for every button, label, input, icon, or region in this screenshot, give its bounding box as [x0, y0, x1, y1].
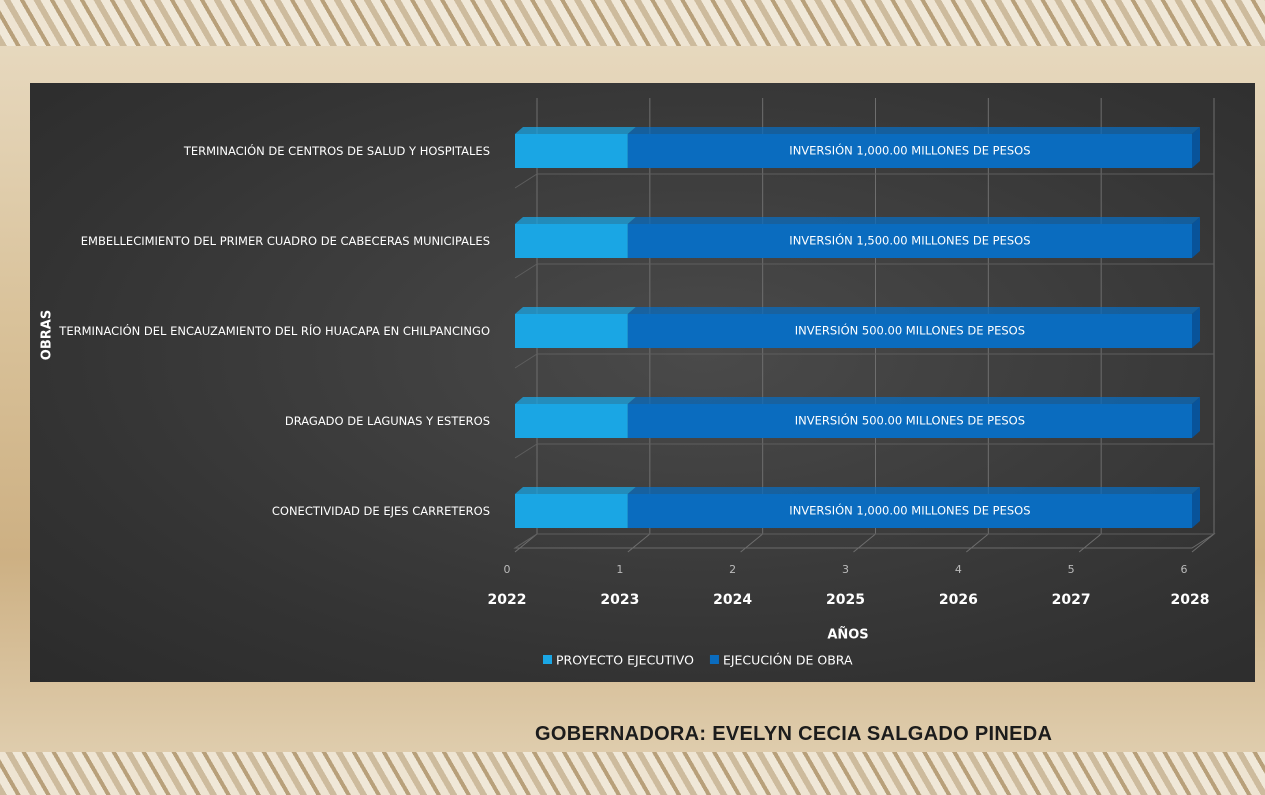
- x-tick-label: 0: [504, 563, 511, 576]
- bar-top: [515, 487, 636, 494]
- chart: 0 2022 1 2023 2 2024 3 2025 4 2026 5 2027 6 2028 INVER…: [0, 0, 1265, 795]
- bar-side: [1192, 127, 1200, 168]
- data-annotation: INVERSIÓN 1,500.00 MILLONES DE PESOS: [789, 233, 1030, 248]
- x-year-label: 2025: [826, 592, 865, 608]
- y-tick-label: TERMINACIÓN DE CENTROS DE SALUD Y HOSPIT…: [20, 142, 490, 160]
- x-year-label: 2028: [1171, 592, 1210, 608]
- legend-label: PROYECTO EJECUTIVO: [556, 653, 694, 668]
- row-divider: [515, 444, 1214, 458]
- bar: [515, 224, 628, 258]
- x-year-label: 2022: [488, 592, 527, 608]
- data-annotation: INVERSIÓN 500.00 MILLONES DE PESOS: [795, 323, 1025, 338]
- bar-top: [628, 397, 1200, 404]
- x-year-label: 2026: [939, 592, 978, 608]
- x-year-label: 2023: [600, 592, 639, 608]
- bar-top: [628, 487, 1200, 494]
- grid-line: [515, 534, 537, 552]
- x-tick-label: 3: [842, 563, 849, 576]
- grid-line: [741, 534, 763, 552]
- data-annotation: INVERSIÓN 500.00 MILLONES DE PESOS: [795, 413, 1025, 428]
- bar-side: [1192, 307, 1200, 348]
- x-tick-label: 2: [729, 563, 736, 576]
- row-divider: [515, 354, 1214, 368]
- legend-swatch: [543, 655, 552, 664]
- bar: [515, 134, 628, 168]
- grid-line: [966, 534, 988, 552]
- bar: [515, 494, 628, 528]
- x-tick-label: 5: [1068, 563, 1075, 576]
- row-divider: [515, 534, 1214, 548]
- bar-top: [515, 217, 636, 224]
- x-axis-title: AÑOS: [827, 627, 868, 643]
- row-divider: [515, 264, 1214, 278]
- slide: 0 2022 1 2023 2 2024 3 2025 4 2026 5 2027 6 2028 INVER…: [0, 0, 1265, 795]
- bar-side: [1192, 217, 1200, 258]
- x-year-label: 2027: [1052, 592, 1091, 608]
- x-year-label: 2024: [713, 592, 752, 608]
- bar-top: [628, 127, 1200, 134]
- y-tick-label: DRAGADO DE LAGUNAS Y ESTEROS: [20, 412, 490, 430]
- bar-side: [1192, 397, 1200, 438]
- x-tick-label: 4: [955, 563, 962, 576]
- y-tick-label: CONECTIVIDAD DE EJES CARRETEROS: [20, 502, 490, 520]
- bar-top: [628, 307, 1200, 314]
- data-annotation: INVERSIÓN 1,000.00 MILLONES DE PESOS: [789, 503, 1030, 518]
- y-tick-label: EMBELLECIMIENTO DEL PRIMER CUADRO DE CAB…: [20, 232, 490, 250]
- bar-top: [515, 397, 636, 404]
- bar: [515, 404, 628, 438]
- grid-line: [1192, 534, 1214, 552]
- bar-top: [515, 127, 636, 134]
- y-tick-label: TERMINACIÓN DEL ENCAUZAMIENTO DEL RÍO HU…: [20, 322, 490, 340]
- grid-line: [628, 534, 650, 552]
- legend-swatch: [710, 655, 719, 664]
- footer: GOBERNADORA: EVELYN CECIA SALGADO PINEDA: [535, 723, 1052, 746]
- bar-top: [515, 307, 636, 314]
- bar-top: [628, 217, 1200, 224]
- row-divider: [515, 174, 1214, 188]
- bar: [515, 314, 628, 348]
- grid-line: [1079, 534, 1101, 552]
- grid-line: [854, 534, 876, 552]
- x-tick-label: 6: [1181, 563, 1188, 576]
- x-tick-label: 1: [616, 563, 623, 576]
- floor: [515, 534, 1214, 548]
- data-annotation: INVERSIÓN 1,000.00 MILLONES DE PESOS: [789, 143, 1030, 158]
- legend-label: EJECUCIÓN DE OBRA: [723, 653, 853, 668]
- bar-side: [1192, 487, 1200, 528]
